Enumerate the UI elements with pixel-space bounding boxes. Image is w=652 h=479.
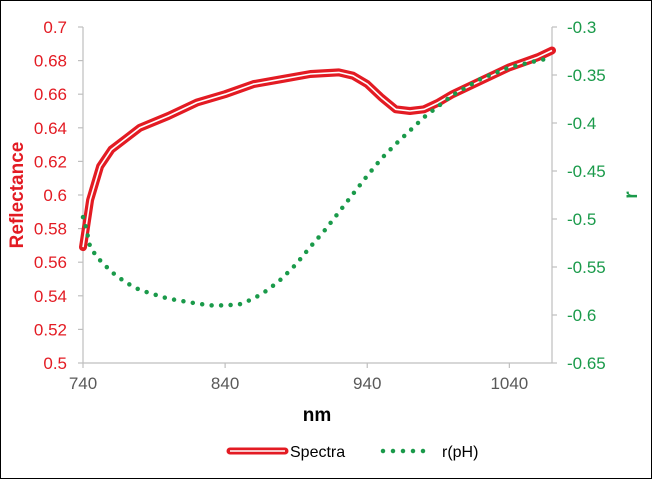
y-right-tick-label: -0.45 [567,162,606,181]
y-left-tick-label: 0.52 [34,320,67,339]
x-axis-label: nm [303,405,332,426]
x-tick-label: 1040 [490,374,528,393]
y-left-tick-label: 0.64 [34,119,67,138]
y-right-tick-label: -0.3 [567,18,596,37]
y-right-tick-label: -0.4 [567,114,596,133]
legend-label-r: r(pH) [442,444,478,461]
x-tick-label: 940 [353,374,381,393]
y-left-axis-label: Reflectance [7,142,28,249]
y-right-tick-label: -0.5 [567,210,596,229]
y-right-axis-label: r [621,191,642,199]
legend: Spectra r(pH) [226,444,478,461]
r-ph-dotted-line [80,55,555,308]
y-left-tick-label: 0.6 [43,186,67,205]
x-tick-label: 840 [211,374,239,393]
y-left-tick-label: 0.68 [34,52,67,71]
y-left-tick-label: 0.66 [34,85,67,104]
legend-label-spectra: Spectra [290,444,345,461]
y-left-tick-label: 0.62 [34,152,67,171]
y-right-tick-label: -0.55 [567,258,606,277]
y-left-tick-label: 0.7 [43,18,67,37]
y-right-tick-label: -0.65 [567,354,606,373]
y-left-tick-label: 0.56 [34,253,67,272]
y-left-tick-label: 0.58 [34,220,67,239]
y-left-tick-label: 0.54 [34,287,67,306]
x-tick-label: 740 [69,374,97,393]
y-right-tick-label: -0.6 [567,306,596,325]
y-left-tick-label: 0.5 [43,354,67,373]
y-right-tick-label: -0.35 [567,66,606,85]
